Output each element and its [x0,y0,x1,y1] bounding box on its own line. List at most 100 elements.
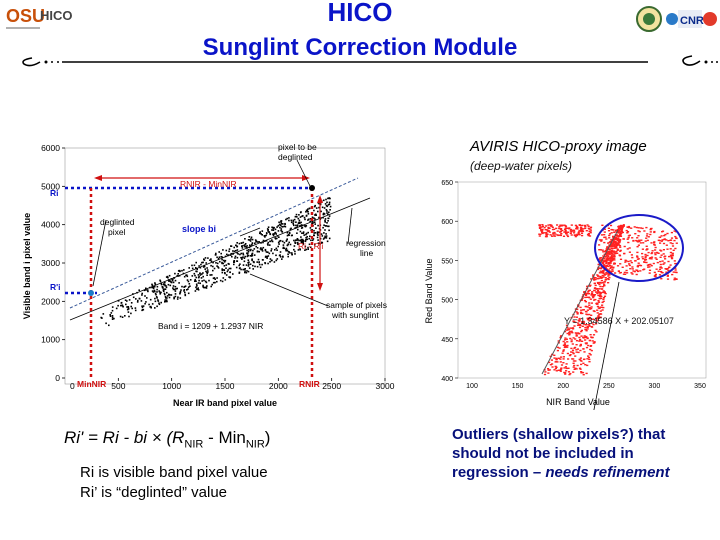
left-scatter-point [251,258,253,260]
left-scatter-point [302,241,304,243]
right-scatter-point [585,230,588,232]
left-scatter-point [286,244,289,247]
outlier-pointer [593,281,620,410]
left-scatter-point [197,289,200,291]
right-scatter-point [541,228,544,231]
right-scatter-point [563,346,566,348]
right-scatter-point [603,281,607,283]
right-scatter-point [603,291,606,293]
right-scatter-point [584,364,587,366]
right-scatter-point [646,248,649,250]
left-scatter-point [285,240,288,242]
left-scatter-point [195,288,198,290]
right-scatter-point [580,335,583,337]
right-scatter-point [562,344,565,346]
left-scatter-point [154,283,157,285]
left-scatter-point [194,274,196,277]
right-scatter-point [601,304,604,306]
left-scatter-point [309,220,311,223]
right-scatter-point [616,243,619,245]
right-scatter-point [638,230,641,233]
right-scatter-point [603,236,606,239]
left-scatter-point [288,251,290,253]
right-scatter-point [601,274,604,277]
right-scatter-point [548,361,551,364]
left-scatter-point [293,245,296,247]
right-scatter-point [575,368,578,370]
right-scatter-point [636,255,639,257]
left-scatter-point [194,280,196,282]
right-scatter-point [591,336,594,339]
right-scatter-point [550,224,553,226]
right-scatter-point [572,371,575,373]
red-emblem-icon [703,12,717,26]
left-scatter-point [174,288,176,291]
left-scatter-point [249,240,252,242]
right-scatter-point [570,351,573,353]
left-scatter-point [242,252,244,255]
left-scatter-point [273,261,276,263]
right-scatter-point [641,227,644,230]
left-scatter-point [294,242,297,244]
right-scatter-point [596,268,600,271]
right-scatter-point [550,225,553,227]
right-scatter-point [578,320,581,322]
right-scatter-point [619,258,623,260]
left-scatter-point [240,252,243,255]
left-scatter-point [247,270,250,273]
left-scatter-point [174,295,177,298]
right-scatter-point [599,259,602,262]
left-scatter-point [255,240,258,242]
right-x-axis-label: NIR Band Value [546,397,610,407]
right-scatter-point [593,299,596,301]
right-scatter-point [659,266,662,268]
left-scatter-point [159,293,161,295]
right-scatter-point [591,292,594,295]
right-scatter-point [604,279,607,281]
right-scatter-point [622,225,625,227]
right-scatter-point [555,358,558,361]
left-scatter-point [320,210,322,213]
right-scatter-point [539,227,542,229]
right-scatter-point [581,230,585,233]
left-scatter-point [124,299,127,301]
right-scatter-point [638,239,641,241]
right-scatter-point [666,248,669,250]
left-scatter-point [265,234,267,237]
left-scatter-point [156,288,158,291]
left-scatter-point [266,255,268,258]
right-scatter-point [601,306,604,308]
right-scatter-point [592,318,595,320]
left-scatter-point [261,248,263,250]
right-scatter-point [556,349,559,352]
left-scatter-point [307,231,309,234]
right-scatter-point [572,352,575,355]
left-scatter-point [307,208,309,210]
right-scatter-point [639,270,642,272]
right-scatter-point [567,328,570,330]
osu-logo-text: OSU [6,6,44,26]
right-scatter-point [563,342,567,344]
left-scatter-point [305,211,307,213]
right-scatter-point [622,224,625,226]
right-scatter-point [587,291,590,293]
right-scatter-point [625,269,628,272]
right-scatter-point [575,349,578,351]
right-scatter-point [577,322,580,324]
left-scatter-point [155,296,158,298]
right-scatter-point [646,233,649,235]
left-scatter-point [250,248,252,251]
right-scatter-point [617,229,621,232]
left-scatter-point [293,248,295,251]
left-scatter-point [261,230,264,232]
right-scatter-point [635,273,638,276]
right-scatter-point [639,264,643,267]
left-scatter-point [325,237,328,239]
right-scatter-point [551,228,555,231]
left-scatter-point [172,278,174,281]
right-scatter-point [671,253,674,255]
ri-prime-label: R'i [50,282,61,292]
left-scatter-point [143,289,146,292]
left-scatter-point [281,258,283,260]
